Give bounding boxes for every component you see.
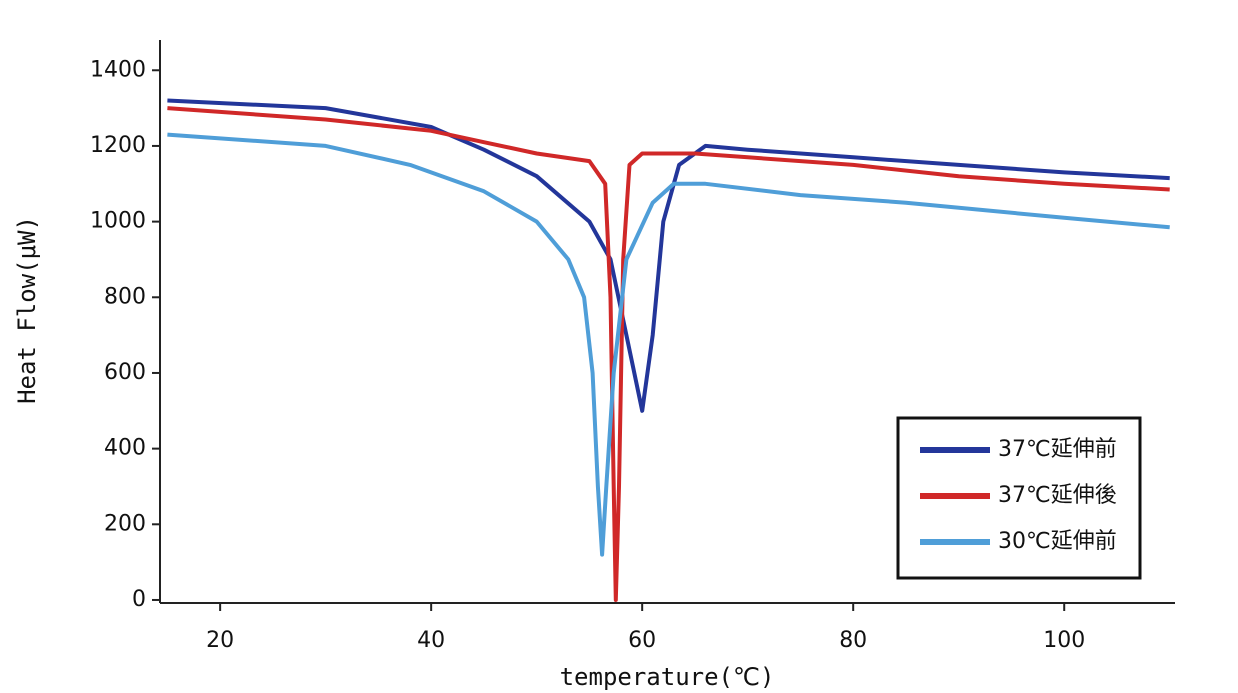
legend-label: 37℃延伸後 [998, 483, 1117, 508]
y-tick-label: 200 [104, 511, 146, 536]
y-tick-label: 1200 [90, 133, 146, 158]
y-tick-label: 400 [104, 436, 146, 461]
legend-label: 37℃延伸前 [998, 437, 1117, 462]
x-tick-label: 80 [839, 628, 867, 653]
legend-label: 30℃延伸前 [998, 529, 1117, 554]
x-tick-label: 20 [206, 628, 234, 653]
y-tick-label: 1400 [90, 57, 146, 82]
y-tick-label: 600 [104, 360, 146, 385]
y-tick-label: 0 [132, 587, 146, 612]
x-tick-label: 40 [417, 628, 445, 653]
y-tick-label: 1000 [90, 209, 146, 234]
x-tick-label: 100 [1043, 628, 1085, 653]
y-tick-label: 800 [104, 284, 146, 309]
y-axis-label: Heat Flow(μW) [13, 216, 41, 404]
chart: temperature(℃) Heat Flow(μW) 0 200 400 600 8… [0, 0, 1238, 693]
x-tick-label: 60 [628, 628, 656, 653]
x-axis-label: temperature(℃) [560, 663, 775, 691]
